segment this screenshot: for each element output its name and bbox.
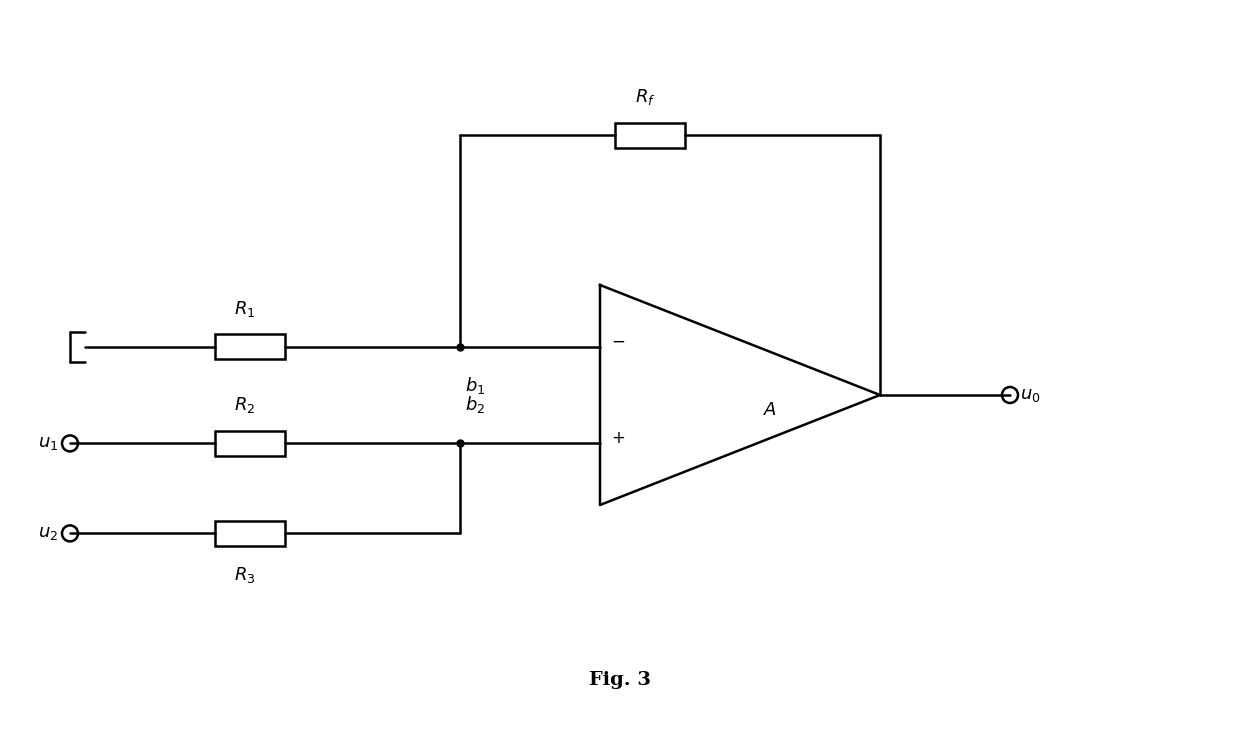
Text: $b_1$: $b_1$: [465, 375, 485, 395]
Text: $u_0$: $u_0$: [1021, 386, 1040, 404]
Text: $u_2$: $u_2$: [38, 524, 58, 542]
Bar: [215, 521, 285, 546]
Text: $-$: $-$: [611, 333, 625, 350]
Bar: [215, 431, 285, 456]
Bar: [615, 123, 684, 148]
Text: $R_1$: $R_1$: [234, 298, 255, 318]
Text: $A$: $A$: [763, 401, 777, 419]
Text: $R_2$: $R_2$: [234, 395, 255, 415]
Text: $R_f$: $R_f$: [635, 87, 655, 107]
Text: $R_3$: $R_3$: [234, 565, 255, 585]
Text: $b_2$: $b_2$: [465, 395, 485, 415]
Bar: [215, 334, 285, 359]
Text: Fig. 3: Fig. 3: [589, 671, 651, 689]
Text: $+$: $+$: [611, 430, 625, 447]
Text: $u_1$: $u_1$: [37, 434, 58, 453]
